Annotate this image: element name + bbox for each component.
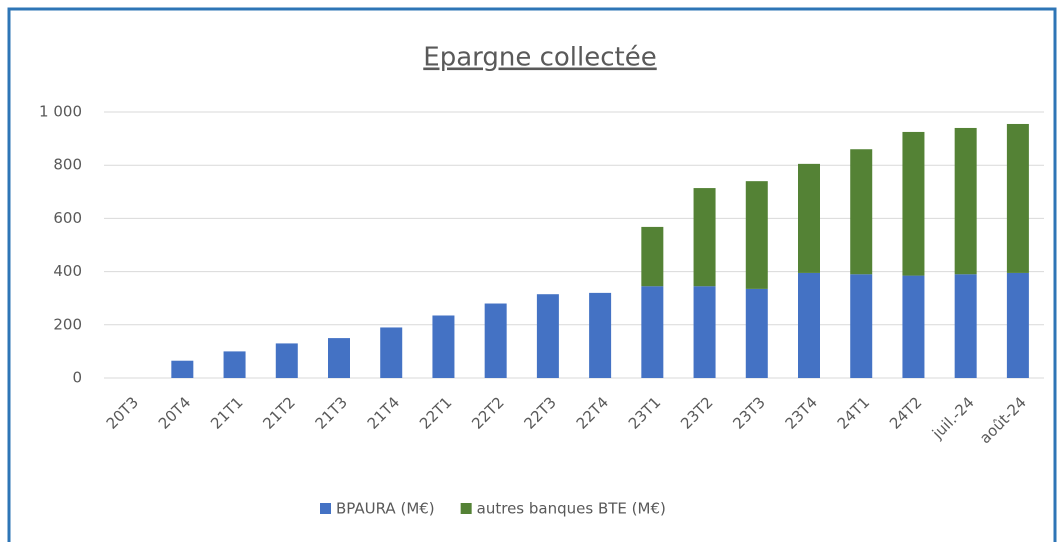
bar-segment bbox=[693, 286, 716, 378]
x-tick-label: 24T2 bbox=[886, 393, 925, 432]
bar-segment bbox=[850, 149, 873, 275]
x-tick-label: 22T3 bbox=[520, 393, 559, 432]
y-tick-label: 1 000 bbox=[39, 103, 82, 121]
bar-segment bbox=[275, 343, 298, 378]
bar-segment bbox=[223, 351, 246, 378]
x-tick-label: 22T4 bbox=[573, 393, 612, 432]
bar-segment bbox=[850, 274, 873, 378]
x-tick-label: 23T3 bbox=[729, 393, 768, 432]
x-tick-label: 21T4 bbox=[364, 393, 403, 432]
bar-segment bbox=[536, 294, 559, 378]
bar-segment bbox=[798, 163, 820, 273]
legend-swatch bbox=[460, 503, 472, 514]
x-tick-label: 24T1 bbox=[834, 393, 873, 432]
bar-segment bbox=[798, 272, 820, 378]
bar-segment bbox=[693, 188, 716, 287]
bar-segment bbox=[902, 131, 925, 276]
x-tick-label: 20T3 bbox=[103, 393, 142, 432]
x-tick-label: 22T2 bbox=[468, 393, 507, 432]
frame bbox=[7, 7, 1057, 542]
legend-swatch bbox=[320, 503, 331, 514]
x-tick-label: 22T1 bbox=[416, 393, 455, 432]
bar-segment bbox=[745, 288, 768, 378]
y-tick-label: 0 bbox=[72, 369, 82, 387]
bar-segment bbox=[589, 292, 612, 378]
y-tick-label: 800 bbox=[53, 156, 82, 174]
x-tick-label: 23T2 bbox=[677, 393, 716, 432]
bar-segment bbox=[1006, 272, 1029, 378]
bar-segment bbox=[484, 303, 507, 378]
bar-segment bbox=[902, 275, 925, 378]
x-tick-label: 20T4 bbox=[155, 393, 194, 432]
x-tick-label: 21T2 bbox=[259, 393, 298, 432]
bar-segment bbox=[641, 226, 664, 287]
x-tick-label: juil.-24 bbox=[928, 393, 978, 443]
chart-title: Epargne collectée bbox=[423, 43, 656, 73]
bar-segment bbox=[1006, 123, 1029, 273]
y-tick-label: 200 bbox=[53, 315, 82, 333]
bar-segment bbox=[641, 286, 664, 378]
x-tick-label: 21T1 bbox=[207, 393, 246, 432]
bar-segment bbox=[171, 360, 194, 378]
bar-segment bbox=[954, 127, 977, 275]
bar-segment bbox=[745, 181, 768, 289]
bar-segment bbox=[954, 274, 977, 378]
x-tick-label: 23T4 bbox=[782, 393, 821, 432]
legend-label: autres banques BTE (M€) bbox=[477, 500, 666, 518]
x-tick-label: août-24 bbox=[976, 393, 1030, 447]
y-tick-label: 600 bbox=[53, 209, 82, 227]
legend-label: BPAURA (M€) bbox=[336, 500, 435, 518]
x-tick-label: 23T1 bbox=[625, 393, 664, 432]
y-tick-label: 400 bbox=[53, 262, 82, 280]
bar-segment bbox=[380, 327, 403, 378]
x-tick-label: 21T3 bbox=[312, 393, 351, 432]
bar-segment bbox=[328, 338, 350, 378]
bar-segment bbox=[432, 315, 455, 378]
